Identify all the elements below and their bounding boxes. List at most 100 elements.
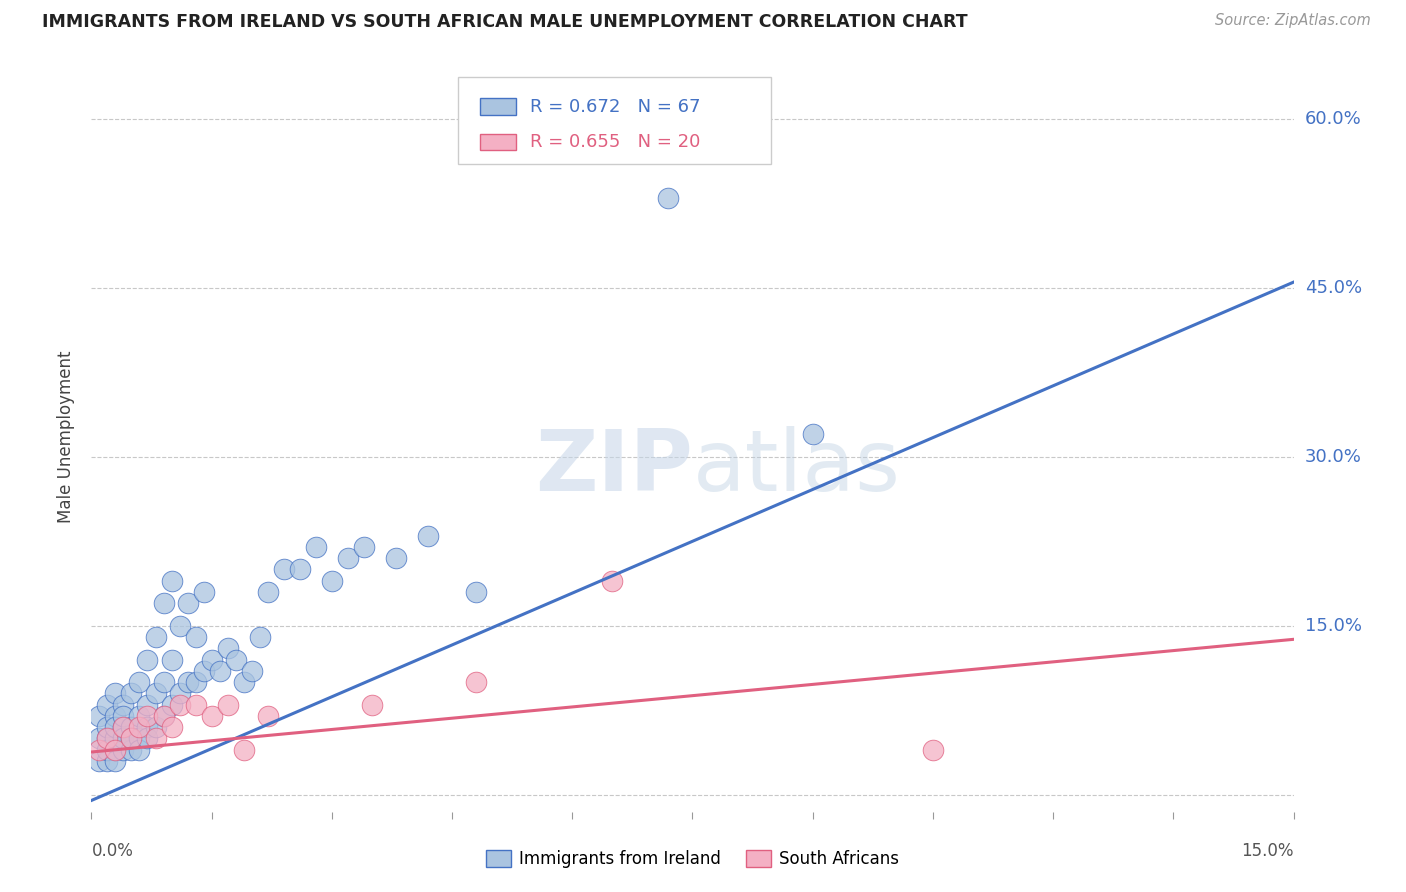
Point: [465, 585, 488, 599]
Point: [256, 709, 278, 723]
Point: [136, 731, 159, 746]
Point: [160, 652, 183, 666]
Point: [89, 709, 111, 723]
Point: [225, 652, 247, 666]
Text: Source: ZipAtlas.com: Source: ZipAtlas.com: [1215, 13, 1371, 29]
Point: [152, 709, 174, 723]
Point: [121, 686, 143, 700]
Point: [249, 630, 271, 644]
Point: [217, 698, 239, 712]
Text: 15.0%: 15.0%: [1241, 842, 1294, 860]
Point: [240, 664, 263, 678]
Point: [112, 709, 135, 723]
Point: [121, 731, 143, 746]
Point: [104, 731, 127, 746]
FancyBboxPatch shape: [458, 78, 770, 163]
Point: [169, 686, 191, 700]
Point: [273, 562, 295, 576]
Text: 15.0%: 15.0%: [1305, 616, 1361, 635]
Point: [152, 675, 174, 690]
Point: [96, 698, 118, 712]
Point: [145, 720, 167, 734]
Point: [176, 596, 198, 610]
Point: [336, 551, 359, 566]
Point: [145, 731, 167, 746]
Point: [160, 698, 183, 712]
Point: [801, 427, 824, 442]
Point: [112, 731, 135, 746]
Point: [353, 540, 375, 554]
Text: 45.0%: 45.0%: [1305, 279, 1362, 297]
Text: ZIP: ZIP: [534, 425, 692, 508]
Text: R = 0.655   N = 20: R = 0.655 N = 20: [530, 133, 700, 151]
Point: [201, 709, 224, 723]
Point: [128, 731, 150, 746]
Point: [96, 754, 118, 768]
Point: [160, 574, 183, 588]
Point: [96, 720, 118, 734]
Point: [922, 743, 945, 757]
Legend: Immigrants from Ireland, South Africans: Immigrants from Ireland, South Africans: [479, 843, 905, 874]
Text: R = 0.672   N = 67: R = 0.672 N = 67: [530, 97, 700, 116]
Point: [193, 585, 215, 599]
Point: [121, 720, 143, 734]
Point: [96, 743, 118, 757]
Point: [184, 698, 207, 712]
Point: [128, 743, 150, 757]
Point: [305, 540, 328, 554]
Text: atlas: atlas: [692, 425, 900, 508]
Text: 30.0%: 30.0%: [1305, 448, 1361, 466]
Y-axis label: Male Unemployment: Male Unemployment: [58, 351, 76, 524]
Point: [169, 619, 191, 633]
Point: [184, 675, 207, 690]
Point: [217, 641, 239, 656]
Point: [112, 698, 135, 712]
Point: [602, 574, 624, 588]
Point: [288, 562, 311, 576]
Point: [104, 754, 127, 768]
Point: [104, 743, 127, 757]
Point: [152, 709, 174, 723]
FancyBboxPatch shape: [479, 134, 516, 150]
Point: [136, 698, 159, 712]
FancyBboxPatch shape: [479, 98, 516, 115]
Point: [208, 664, 231, 678]
Point: [104, 709, 127, 723]
Point: [321, 574, 343, 588]
Point: [360, 698, 382, 712]
Point: [193, 664, 215, 678]
Point: [176, 675, 198, 690]
Point: [128, 709, 150, 723]
Point: [112, 743, 135, 757]
Point: [136, 652, 159, 666]
Point: [232, 743, 254, 757]
Point: [121, 743, 143, 757]
Point: [256, 585, 278, 599]
Point: [232, 675, 254, 690]
Point: [104, 720, 127, 734]
Point: [145, 630, 167, 644]
Point: [128, 675, 150, 690]
Point: [104, 743, 127, 757]
Point: [89, 731, 111, 746]
Point: [184, 630, 207, 644]
Point: [465, 675, 488, 690]
Point: [416, 529, 439, 543]
Point: [385, 551, 408, 566]
Point: [128, 720, 150, 734]
Point: [201, 652, 224, 666]
Text: IMMIGRANTS FROM IRELAND VS SOUTH AFRICAN MALE UNEMPLOYMENT CORRELATION CHART: IMMIGRANTS FROM IRELAND VS SOUTH AFRICAN…: [42, 13, 967, 31]
Point: [160, 720, 183, 734]
Point: [136, 720, 159, 734]
Point: [112, 720, 135, 734]
Point: [145, 686, 167, 700]
Text: 60.0%: 60.0%: [1305, 110, 1361, 128]
Point: [657, 191, 679, 205]
Point: [152, 596, 174, 610]
Text: 0.0%: 0.0%: [91, 842, 134, 860]
Point: [96, 731, 118, 746]
Point: [96, 731, 118, 746]
Point: [112, 720, 135, 734]
Point: [104, 686, 127, 700]
Point: [89, 743, 111, 757]
